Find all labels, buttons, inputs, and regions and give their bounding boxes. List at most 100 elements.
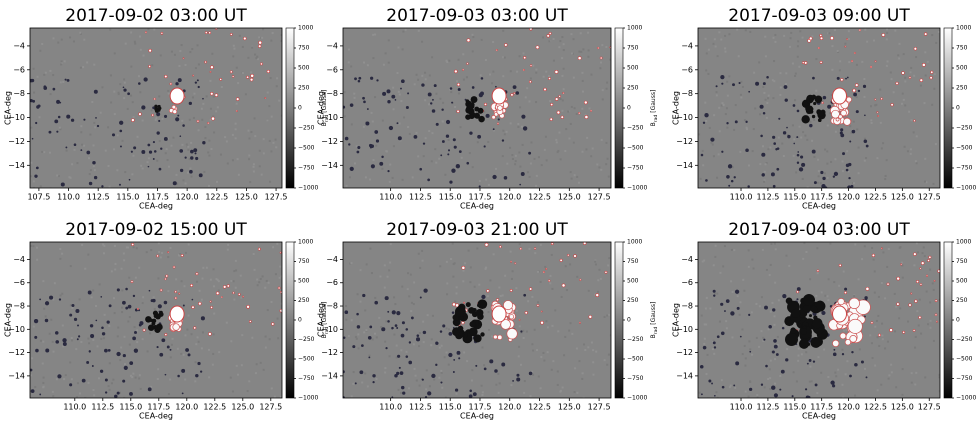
- dark-spot: [31, 137, 34, 140]
- noise: [592, 349, 595, 352]
- bright-spot: [896, 276, 901, 281]
- noise: [741, 353, 744, 356]
- noise: [555, 141, 558, 144]
- noise: [492, 253, 495, 256]
- noise: [585, 148, 588, 151]
- colorbar: [614, 241, 624, 399]
- noise: [544, 135, 547, 138]
- noise: [184, 378, 187, 381]
- dark-spot: [370, 144, 375, 148]
- bright-spot: [523, 56, 527, 60]
- noise: [740, 80, 743, 83]
- noise: [745, 128, 748, 131]
- colorbar-label-sub: rad: [653, 115, 659, 123]
- x-tick-label: 120.0: [176, 193, 199, 202]
- ar-dark: [458, 331, 465, 338]
- noise: [718, 31, 721, 34]
- dark-spot: [431, 109, 436, 113]
- noise: [254, 53, 257, 56]
- noise: [211, 52, 214, 55]
- noise: [747, 395, 750, 398]
- noise: [469, 281, 472, 284]
- noise: [724, 113, 727, 116]
- frame: [697, 27, 941, 189]
- colorbar-tick-label: 0: [627, 317, 631, 324]
- noise: [484, 267, 487, 270]
- noise: [131, 376, 134, 379]
- noise: [763, 180, 766, 183]
- dark-spot: [419, 167, 423, 171]
- noise: [924, 74, 927, 77]
- dark-spot: [501, 362, 506, 367]
- bright-spot: [529, 287, 533, 291]
- noise: [880, 383, 883, 386]
- noise: [754, 107, 757, 110]
- noise: [716, 176, 719, 179]
- noise: [771, 301, 774, 304]
- dark-spot: [376, 79, 379, 82]
- dark-spot: [379, 161, 384, 166]
- colorbar-tick-label: 0: [298, 105, 302, 112]
- y-tick-label: −12: [676, 348, 693, 357]
- y-tick-label: −12: [8, 348, 25, 357]
- noise: [56, 174, 59, 177]
- dark-spot: [194, 152, 197, 155]
- noise: [107, 164, 110, 167]
- noise: [226, 162, 229, 165]
- noise: [252, 170, 255, 173]
- noise: [714, 255, 717, 258]
- bright-spot: [160, 32, 164, 35]
- ar-bright: [838, 114, 843, 119]
- y-tick-label: −14: [676, 371, 693, 380]
- noise: [31, 357, 34, 360]
- noise: [842, 396, 845, 398]
- dark-spot: [782, 293, 787, 299]
- bright-spot: [138, 112, 142, 116]
- noise: [48, 332, 51, 335]
- noise: [262, 368, 265, 371]
- noise: [715, 391, 718, 394]
- noise: [205, 95, 208, 98]
- noise: [581, 372, 584, 375]
- noise: [227, 243, 230, 246]
- bright-spot: [153, 97, 156, 101]
- bright-spot: [456, 109, 460, 114]
- y-tick-label: −8: [681, 302, 693, 311]
- noise: [415, 131, 418, 134]
- noise: [212, 95, 215, 98]
- dark-spot: [749, 387, 753, 391]
- y-tick-label: −14: [8, 371, 25, 380]
- noise: [923, 255, 926, 258]
- noise: [739, 150, 742, 153]
- noise: [197, 129, 200, 132]
- x-tick-label: 107.5: [27, 193, 50, 202]
- noise: [61, 292, 64, 295]
- noise: [552, 38, 555, 41]
- noise: [123, 78, 126, 81]
- noise: [557, 149, 560, 152]
- noise: [546, 326, 549, 329]
- noise: [256, 284, 259, 287]
- noise: [792, 371, 795, 374]
- y-tick-label: −10: [8, 325, 25, 334]
- noise: [545, 320, 548, 323]
- noise: [109, 74, 112, 77]
- noise: [102, 337, 105, 340]
- dark-spot: [147, 143, 151, 147]
- dark-spot: [127, 92, 131, 96]
- colorbar-tick-label: 500: [627, 278, 639, 285]
- noise: [910, 381, 913, 384]
- noise: [794, 74, 797, 77]
- bright-spot: [877, 115, 880, 117]
- dark-spot: [182, 304, 185, 307]
- noise: [272, 246, 275, 249]
- noise: [515, 287, 518, 290]
- noise: [598, 166, 601, 169]
- dark-spot: [372, 374, 376, 378]
- noise: [588, 107, 591, 110]
- noise: [112, 378, 115, 381]
- noise: [179, 50, 182, 53]
- y-tick-label: −10: [8, 113, 25, 122]
- dark-spot: [808, 359, 812, 362]
- noise: [169, 356, 172, 359]
